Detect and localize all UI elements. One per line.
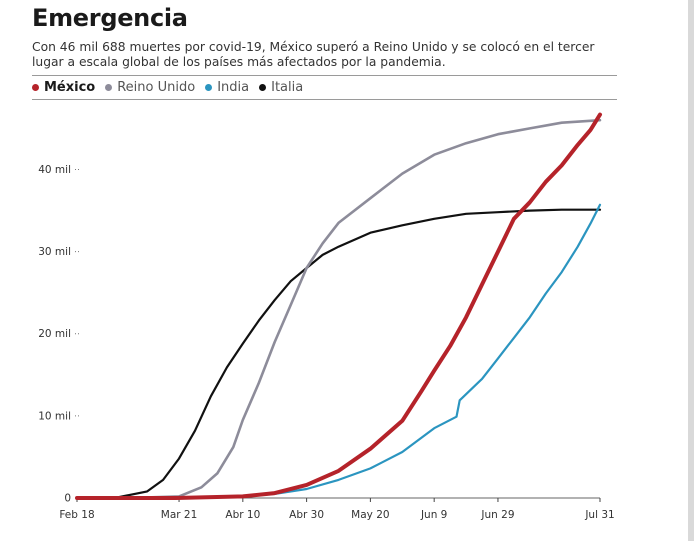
x-tick-label: Abr 10 bbox=[225, 509, 260, 521]
legend-dot-mexico bbox=[32, 83, 39, 91]
legend-label-india: India bbox=[217, 79, 250, 95]
x-tick-label: Feb 18 bbox=[59, 509, 94, 521]
divider-top bbox=[32, 75, 617, 76]
series-line-mexico bbox=[75, 112, 602, 500]
series-line-italia bbox=[75, 208, 602, 500]
y-tick-label: 40 mil bbox=[38, 164, 71, 176]
legend-item-italia: Italia bbox=[259, 80, 303, 95]
series-line-reino-unido bbox=[75, 118, 602, 500]
x-tick-label: Jul 31 bbox=[584, 509, 614, 521]
x-tick-label: May 20 bbox=[351, 509, 389, 521]
y-tick-label: 30 mil bbox=[38, 246, 71, 258]
legend-label-reino-unido: Reino Unido bbox=[117, 79, 196, 95]
legend-dot-italia bbox=[259, 83, 267, 91]
series-line-india bbox=[75, 203, 602, 500]
y-tick-label: 10 mil bbox=[38, 410, 71, 422]
divider-bottom bbox=[32, 99, 617, 100]
legend-item-reino-unido: Reino Unido bbox=[105, 80, 195, 95]
legend-dot-india bbox=[205, 83, 213, 91]
legend-label-mexico: México bbox=[44, 79, 96, 95]
page-title: Emergencia bbox=[32, 4, 188, 32]
y-tick-label: 0 bbox=[64, 493, 71, 505]
legend-item-mexico: México bbox=[32, 80, 95, 95]
legend-label-italia: Italia bbox=[271, 79, 304, 95]
x-tick-label: Abr 30 bbox=[289, 509, 324, 521]
y-tick-label: 20 mil bbox=[38, 328, 71, 340]
legend-item-india: India bbox=[205, 80, 249, 95]
legend-dot-reino-unido bbox=[105, 83, 113, 91]
frame-edge bbox=[688, 0, 694, 541]
x-tick-label: Mar 21 bbox=[161, 509, 198, 521]
x-tick-label: Jun 29 bbox=[480, 509, 514, 521]
page-subtitle: Con 46 mil 688 muertes por covid-19, Méx… bbox=[32, 40, 595, 69]
chart-legend: México Reino Unido India Italia bbox=[32, 78, 313, 96]
x-tick-label: Jun 9 bbox=[420, 509, 447, 521]
